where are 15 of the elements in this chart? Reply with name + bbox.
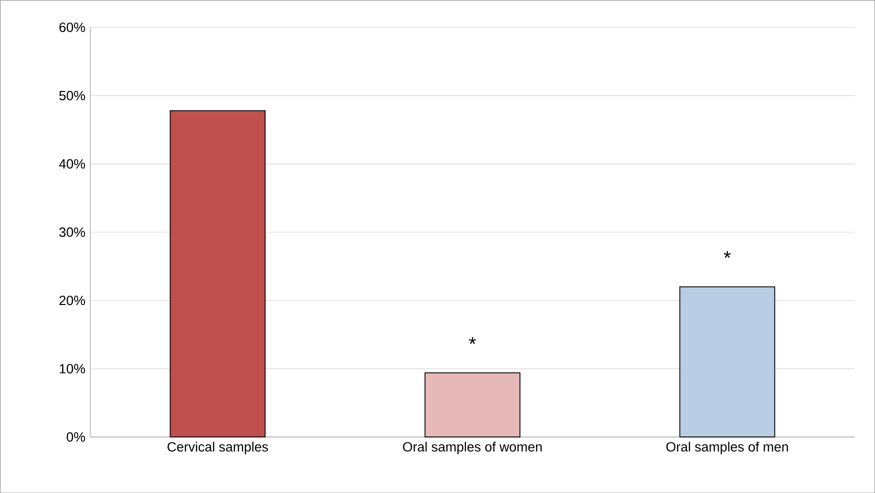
y-tick-label: 0% (66, 432, 86, 442)
annotation: * (469, 337, 476, 344)
y-tick-label: 40% (59, 159, 86, 168)
x-tick-label: Oral samples of women (403, 442, 542, 454)
bar (424, 372, 520, 438)
bar (679, 286, 776, 438)
bar (170, 110, 266, 438)
x-tick-label: Cervical samples (168, 442, 268, 454)
y-tick-label: 50% (59, 90, 86, 100)
y-tick-label: 60% (59, 22, 86, 32)
annotation: * (724, 251, 731, 258)
y-tick-label: 20% (59, 296, 86, 306)
x-tick-label: Oral samples of men (666, 442, 788, 454)
y-tick-label: 10% (60, 364, 86, 374)
y-tick-label: 30% (59, 227, 86, 237)
